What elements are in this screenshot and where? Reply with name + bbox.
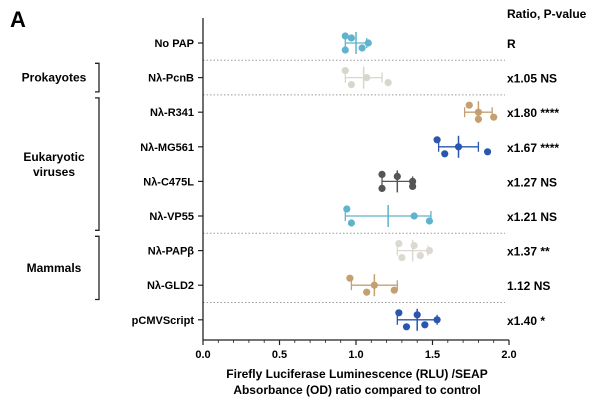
stat-label: x1.37 ** <box>507 245 550 259</box>
data-point <box>441 150 449 158</box>
row-label: Nλ-PAPβ <box>148 246 195 258</box>
data-point <box>474 115 482 123</box>
group-bracket <box>95 235 100 301</box>
data-point <box>465 101 473 109</box>
plot-area: 0.0 0.5 1.0 1.5 2.0 No PAP R Nλ-PcnB x1.05 NS Nλ-… <box>22 18 559 361</box>
data-point <box>347 34 356 42</box>
data-point <box>341 46 349 54</box>
data-point <box>393 172 401 180</box>
data-point <box>346 274 354 282</box>
x-tick-label: 2.0 <box>501 349 516 361</box>
data-point <box>378 184 386 192</box>
data-point <box>395 240 403 248</box>
stat-label: x1.27 NS <box>507 175 557 189</box>
data-point <box>410 212 418 220</box>
row-label: pCMVScript <box>132 315 195 327</box>
x-tick-label: 0.5 <box>272 349 287 361</box>
row-label: Nλ-MG561 <box>140 142 194 154</box>
x-tick-label: 1.0 <box>348 349 363 361</box>
group-label: Prokayotes <box>22 71 87 85</box>
data-point <box>341 32 349 40</box>
stat-label: 1.12 NS <box>507 279 550 293</box>
data-point <box>433 136 441 144</box>
stat-label: x1.80 **** <box>507 106 559 120</box>
data-point <box>395 309 403 317</box>
data-point <box>363 288 371 296</box>
panel-label: A <box>10 7 26 32</box>
row-label: No PAP <box>154 38 194 50</box>
data-point <box>402 323 411 331</box>
group-bracket <box>95 97 100 231</box>
x-tick-label: 0.0 <box>195 349 210 361</box>
x-axis-label-line-1: Firefly Luciferase Luminescence (RLU) /S… <box>226 367 487 381</box>
data-point <box>421 321 429 329</box>
group-label: Mammals <box>27 261 82 275</box>
data-point <box>413 311 421 319</box>
data-point <box>341 67 349 75</box>
data-point <box>347 219 356 227</box>
row-label: Nλ-C475L <box>143 176 194 188</box>
x-axis-label-line-2: Absorbance (OD) ratio compared to contro… <box>233 383 480 397</box>
data-point <box>378 170 386 178</box>
row-label: Nλ-GLD2 <box>147 280 194 292</box>
x-tick-label: 1.5 <box>425 349 440 361</box>
data-point <box>410 242 418 250</box>
data-point <box>384 79 392 87</box>
data-point <box>454 143 463 151</box>
data-point <box>390 286 398 294</box>
data-point <box>370 281 378 289</box>
stat-label: x1.05 NS <box>507 72 557 86</box>
data-point <box>490 113 498 121</box>
right-header: Ratio, P-value <box>507 7 587 21</box>
data-point <box>343 205 351 213</box>
data-point <box>425 217 434 225</box>
group-bracket <box>95 62 100 93</box>
row-label: Nλ-VP55 <box>149 211 194 223</box>
group-label: viruses <box>33 165 75 179</box>
data-point <box>398 254 406 262</box>
data-point <box>409 182 417 190</box>
stat-label: R <box>507 37 516 51</box>
data-point <box>433 316 441 324</box>
data-point <box>358 44 366 52</box>
stat-label: x1.21 NS <box>507 210 557 224</box>
data-point <box>347 81 356 89</box>
row-label: Nλ-R341 <box>150 107 194 119</box>
stat-label: x1.67 **** <box>507 141 559 155</box>
data-point <box>363 74 371 82</box>
data-point <box>416 252 424 260</box>
data-point <box>425 247 434 255</box>
data-point <box>409 177 417 185</box>
data-point <box>483 148 492 156</box>
group-label: Eukaryotic <box>23 150 85 164</box>
stat-label: x1.40 * <box>507 314 545 328</box>
row-label: Nλ-PcnB <box>148 73 194 85</box>
data-point <box>474 108 482 116</box>
data-point <box>364 39 372 47</box>
